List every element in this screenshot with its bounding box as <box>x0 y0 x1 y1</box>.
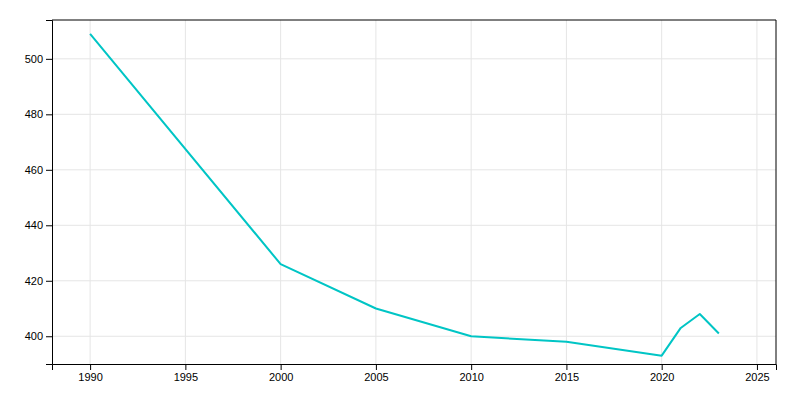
x-axis-tick-label: 2005 <box>364 371 388 383</box>
grid <box>52 20 776 364</box>
y-grid-line <box>52 280 776 281</box>
x-axis-tick-mark <box>281 364 282 370</box>
y-axis-tick-label: 480 <box>25 108 43 120</box>
x-axis-tick-label: 2015 <box>555 371 579 383</box>
x-axis-line <box>53 365 777 371</box>
y-axis-tick-label: 400 <box>25 330 43 342</box>
x-axis-tick-label: 1990 <box>78 371 102 383</box>
x-axis-tick-mark <box>376 364 377 370</box>
x-axis-tick-mark <box>90 364 91 370</box>
y-axis: 400 420 440 460 480 500 <box>25 21 53 365</box>
y-axis-tick-mark <box>46 59 52 60</box>
y-grid-line <box>52 336 776 337</box>
y-axis-tick: 500 <box>25 53 52 65</box>
x-axis-tick: 2015 <box>555 364 579 383</box>
x-grid-line <box>661 20 662 364</box>
y-axis-tick-label: 440 <box>25 219 43 231</box>
x-axis-tick: 1995 <box>174 364 198 383</box>
x-grid-line <box>90 20 91 364</box>
y-axis-tick-label: 460 <box>25 164 43 176</box>
plot-area: 1990 1995 2000 2005 2010 2015 2020 2025 400 420 44… <box>25 20 777 383</box>
x-axis-tick-mark <box>757 364 758 370</box>
y-axis-tick: 420 <box>25 275 52 287</box>
x-axis-tick: 2020 <box>650 364 674 383</box>
x-grid-line <box>280 20 281 364</box>
chart-container: 1990 1995 2000 2005 2010 2015 2020 2025 400 420 44… <box>0 0 800 400</box>
y-axis-tick-mark <box>46 170 52 171</box>
x-grid-line <box>375 20 376 364</box>
marks <box>90 34 719 356</box>
x-axis-tick-label: 2000 <box>269 371 293 383</box>
y-axis-tick-mark <box>46 281 52 282</box>
x-axis: 1990 1995 2000 2005 2010 2015 2020 2025 <box>53 364 777 383</box>
y-axis-tick: 440 <box>25 219 52 231</box>
y-axis-tick-label: 420 <box>25 275 43 287</box>
x-axis-tick-label: 1995 <box>174 371 198 383</box>
x-axis-tick: 2010 <box>459 364 483 383</box>
x-axis-tick: 2025 <box>745 364 769 383</box>
plot-frame-right <box>776 20 777 364</box>
x-grid-line <box>756 20 757 364</box>
x-axis-tick-mark <box>185 364 186 370</box>
x-axis-tick-mark <box>662 364 663 370</box>
y-axis-tick: 460 <box>25 164 52 176</box>
x-grid-line <box>471 20 472 364</box>
x-axis-tick: 2005 <box>364 364 388 383</box>
plot-frame-top <box>52 20 776 21</box>
x-axis-tick-mark <box>566 364 567 370</box>
y-axis-tick: 480 <box>25 108 52 120</box>
data-line <box>90 34 719 356</box>
y-grid-line <box>52 169 776 170</box>
x-grid-line <box>185 20 186 364</box>
x-axis-tick: 1990 <box>78 364 102 383</box>
x-grid-line <box>566 20 567 364</box>
x-axis-tick-label: 2020 <box>650 371 674 383</box>
x-axis-tick-label: 2010 <box>459 371 483 383</box>
x-axis-tick-label: 2025 <box>745 371 769 383</box>
y-axis-tick-mark <box>46 225 52 226</box>
x-axis-tick-mark <box>471 364 472 370</box>
y-axis-line <box>46 21 53 365</box>
x-axis-tick: 2000 <box>269 364 293 383</box>
y-grid-line <box>52 114 776 115</box>
chart-svg: 1990 1995 2000 2005 2010 2015 2020 2025 400 420 44… <box>0 0 800 400</box>
y-axis-tick-label: 500 <box>25 53 43 65</box>
y-axis-tick-mark <box>46 114 52 115</box>
y-grid-line <box>52 225 776 226</box>
y-axis-tick-mark <box>46 336 52 337</box>
y-axis-tick: 400 <box>25 330 52 342</box>
y-grid-line <box>52 58 776 59</box>
